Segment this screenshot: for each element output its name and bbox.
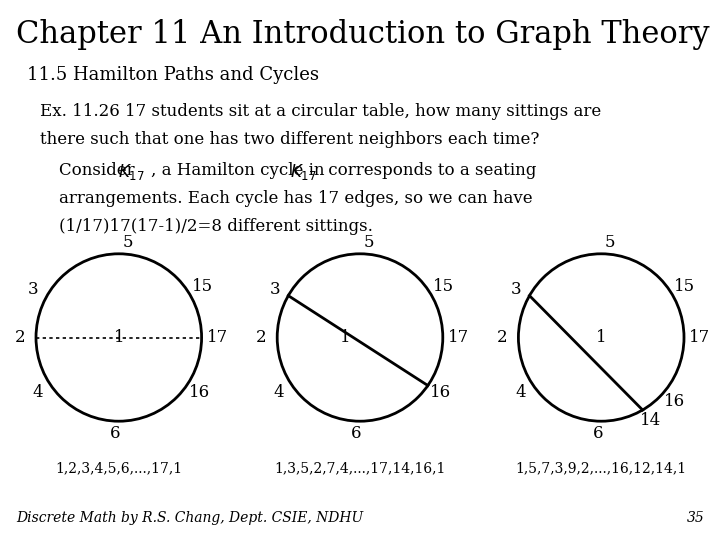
Text: 1,5,7,3,9,2,...,16,12,14,1: 1,5,7,3,9,2,...,16,12,14,1 — [516, 462, 687, 476]
Text: Consider: Consider — [59, 162, 140, 179]
Text: $K_{17}$: $K_{17}$ — [290, 162, 317, 182]
Text: corresponds to a seating: corresponds to a seating — [323, 162, 536, 179]
Text: 3: 3 — [28, 281, 39, 298]
Text: 16: 16 — [431, 384, 451, 401]
Text: Ex. 11.26 17 students sit at a circular table, how many sittings are: Ex. 11.26 17 students sit at a circular … — [40, 103, 601, 119]
Text: 17: 17 — [689, 329, 711, 346]
Text: 6: 6 — [110, 424, 121, 442]
Text: 17: 17 — [448, 329, 469, 346]
Text: 1,2,3,4,5,6,...,17,1: 1,2,3,4,5,6,...,17,1 — [55, 462, 182, 476]
Text: 35: 35 — [686, 511, 704, 525]
Text: 1: 1 — [596, 329, 606, 346]
Text: 14: 14 — [640, 412, 661, 429]
Text: 1: 1 — [114, 329, 124, 346]
Text: 15: 15 — [192, 278, 213, 295]
Text: , a Hamilton cycle in: , a Hamilton cycle in — [151, 162, 330, 179]
Text: 1,3,5,2,7,4,...,17,14,16,1: 1,3,5,2,7,4,...,17,14,16,1 — [274, 462, 446, 476]
Text: 11.5 Hamilton Paths and Cycles: 11.5 Hamilton Paths and Cycles — [27, 66, 320, 84]
Text: 15: 15 — [675, 278, 696, 295]
Text: 4: 4 — [32, 384, 43, 401]
Text: 2: 2 — [256, 329, 266, 346]
Text: $K_{17}$: $K_{17}$ — [118, 162, 145, 182]
Text: arrangements. Each cycle has 17 edges, so we can have: arrangements. Each cycle has 17 edges, s… — [59, 190, 533, 207]
Text: Chapter 11 An Introduction to Graph Theory: Chapter 11 An Introduction to Graph Theo… — [16, 19, 709, 50]
Text: 17: 17 — [207, 329, 228, 346]
Text: 16: 16 — [189, 384, 210, 401]
Text: 15: 15 — [433, 278, 454, 295]
Text: (1/17)17(17-1)/2=8 different sittings.: (1/17)17(17-1)/2=8 different sittings. — [59, 218, 373, 235]
Text: 3: 3 — [269, 281, 280, 298]
Text: 16: 16 — [664, 393, 685, 410]
Text: 2: 2 — [15, 329, 25, 346]
Text: 2: 2 — [498, 329, 508, 346]
Text: 4: 4 — [515, 384, 526, 401]
Text: 3: 3 — [510, 281, 521, 298]
Text: 1: 1 — [341, 329, 351, 346]
Text: Discrete Math by R.S. Chang, Dept. CSIE, NDHU: Discrete Math by R.S. Chang, Dept. CSIE,… — [16, 511, 363, 525]
Text: 5: 5 — [605, 234, 615, 251]
Text: 4: 4 — [274, 384, 284, 401]
Text: there such that one has two different neighbors each time?: there such that one has two different ne… — [40, 131, 539, 147]
Text: 5: 5 — [364, 234, 374, 251]
Text: 6: 6 — [593, 424, 603, 442]
Text: 5: 5 — [122, 234, 132, 251]
Text: 6: 6 — [351, 424, 362, 442]
